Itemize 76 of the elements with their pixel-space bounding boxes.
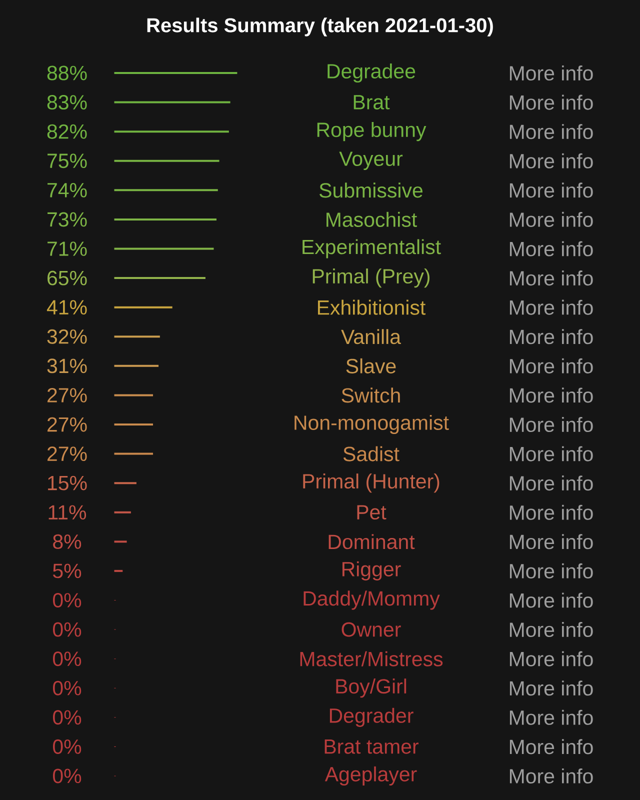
- data-label: 71%: [48, 242, 87, 256]
- y-tick-label: Daddy/Mommy: [304, 590, 440, 610]
- y-tick-label: Degradee: [328, 63, 416, 83]
- data-label: 32%: [47, 329, 87, 344]
- y-tick-label: Dominant: [328, 534, 415, 550]
- text: More info: [510, 153, 593, 168]
- text: More info: [510, 124, 593, 140]
- text: More info: [510, 300, 593, 315]
- text: More info: [510, 416, 593, 432]
- y-tick-label: Brat: [354, 95, 390, 110]
- text: More info: [510, 182, 593, 198]
- data-label: 65%: [48, 270, 87, 286]
- data-label: 74%: [48, 183, 87, 198]
- text: More info: [510, 504, 593, 520]
- y-tick-label: Rigger: [342, 561, 401, 580]
- y-tick-label: Master/Mistress: [300, 651, 443, 666]
- y-tick-label: Experimentalist: [302, 239, 441, 258]
- y-tick-label: Owner: [342, 622, 401, 637]
- y-tick-label: Degrader: [330, 708, 414, 727]
- data-label: 27%: [48, 388, 87, 402]
- text: More info: [510, 534, 593, 550]
- data-label: 83%: [47, 95, 87, 110]
- data-label: 0%: [52, 592, 82, 608]
- data-label: 75%: [48, 154, 87, 168]
- text: More info: [510, 768, 593, 784]
- y-tick-label: Exhibitionist: [318, 300, 426, 315]
- text: More info: [510, 65, 593, 81]
- y-tick-label: Pet: [357, 505, 386, 520]
- y-tick-label: Slave: [346, 358, 396, 374]
- y-tick-label: Ageplayer: [324, 766, 417, 786]
- text: More info: [510, 446, 593, 462]
- y-tick-label: Boy/Girl: [336, 678, 406, 698]
- data-label: 0%: [52, 739, 82, 754]
- data-label: 88%: [47, 66, 87, 80]
- y-tick-label: Voyeur: [339, 152, 403, 170]
- data-label: 82%: [47, 124, 87, 139]
- y-tick-label: Brat tamer: [324, 740, 418, 754]
- data-label: 15%: [48, 476, 87, 490]
- data-label: 31%: [47, 358, 87, 374]
- text: More info: [510, 563, 593, 578]
- y-tick-label: Sadist: [343, 446, 400, 462]
- data-label: 0%: [52, 680, 82, 696]
- text: More info: [510, 680, 593, 696]
- data-label: 0%: [52, 622, 82, 637]
- y-tick-label: Switch: [342, 388, 400, 403]
- text: More info: [510, 710, 593, 725]
- text: More info: [510, 622, 593, 638]
- text: More info: [510, 270, 593, 286]
- text: More info: [510, 241, 593, 256]
- data-label: 8%: [53, 534, 82, 549]
- data-label: 41%: [46, 300, 87, 315]
- text: More info: [510, 651, 593, 666]
- text: More info: [510, 358, 593, 374]
- text: Results Summary (taken 2021-01-30): [147, 18, 493, 36]
- data-label: 0%: [52, 652, 82, 666]
- y-tick-label: Primal (Prey): [312, 268, 430, 288]
- y-tick-label: Rope bunny: [317, 122, 426, 142]
- text: More info: [510, 94, 593, 110]
- text: More info: [510, 388, 593, 403]
- y-tick-label: Masochist: [326, 212, 417, 227]
- text: More info: [510, 592, 593, 608]
- y-tick-label: Vanilla: [341, 329, 401, 344]
- text: More info: [510, 212, 593, 227]
- text: More info: [510, 476, 593, 491]
- y-tick-label: Primal (Hunter): [303, 474, 440, 493]
- text: More info: [510, 329, 593, 344]
- data-label: 0%: [52, 710, 82, 725]
- y-tick-label: Submissive: [320, 182, 422, 198]
- data-label: 0%: [52, 768, 82, 784]
- data-label: 27%: [48, 417, 87, 432]
- data-label: 5%: [53, 564, 82, 578]
- data-label: 27%: [48, 446, 87, 462]
- y-tick-label: Non-monogamist: [294, 414, 449, 434]
- text: More info: [510, 739, 593, 754]
- data-label: 73%: [48, 212, 87, 227]
- data-label: 11%: [48, 505, 86, 520]
